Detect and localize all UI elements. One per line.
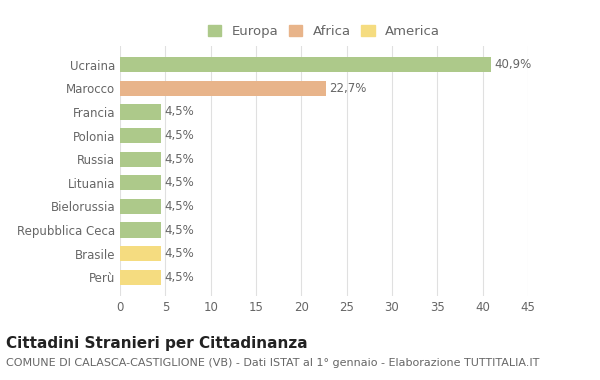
Bar xyxy=(120,104,161,120)
Text: 4,5%: 4,5% xyxy=(164,200,194,213)
Bar xyxy=(120,128,161,143)
Text: 4,5%: 4,5% xyxy=(164,223,194,237)
Bar xyxy=(120,199,161,214)
Text: 4,5%: 4,5% xyxy=(164,153,194,166)
Text: 4,5%: 4,5% xyxy=(164,176,194,189)
Bar xyxy=(120,152,161,167)
Legend: Europa, Africa, America: Europa, Africa, America xyxy=(205,22,443,40)
Text: 4,5%: 4,5% xyxy=(164,105,194,119)
Text: COMUNE DI CALASCA-CASTIGLIONE (VB) - Dati ISTAT al 1° gennaio - Elaborazione TUT: COMUNE DI CALASCA-CASTIGLIONE (VB) - Dat… xyxy=(6,358,539,368)
Bar xyxy=(120,175,161,190)
Bar xyxy=(120,246,161,261)
Bar xyxy=(120,81,326,96)
Text: 40,9%: 40,9% xyxy=(494,58,532,71)
Text: 4,5%: 4,5% xyxy=(164,129,194,142)
Bar xyxy=(120,270,161,285)
Text: 22,7%: 22,7% xyxy=(329,82,367,95)
Bar xyxy=(120,222,161,238)
Bar xyxy=(120,57,491,72)
Text: Cittadini Stranieri per Cittadinanza: Cittadini Stranieri per Cittadinanza xyxy=(6,336,308,351)
Text: 4,5%: 4,5% xyxy=(164,247,194,260)
Text: 4,5%: 4,5% xyxy=(164,271,194,284)
